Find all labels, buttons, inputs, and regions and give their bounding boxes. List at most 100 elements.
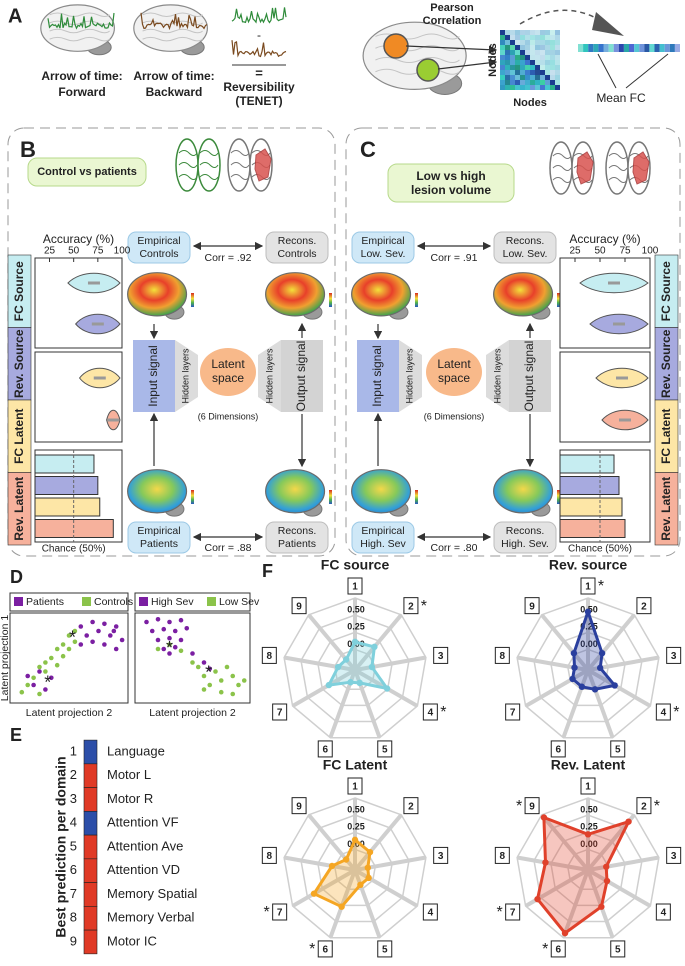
brain-outline: [40, 4, 115, 52]
title-pill: [27, 157, 147, 187]
pill-text: Recons.: [506, 235, 545, 247]
point: [90, 639, 95, 645]
axis-label: 3: [671, 851, 677, 862]
matrix-cell: [500, 65, 505, 70]
point: [37, 664, 42, 670]
matrix-cell: [505, 60, 510, 65]
layer-label: Hidden layers: [492, 348, 502, 404]
spoke: [354, 655, 427, 672]
matrix-cell: [505, 65, 510, 70]
pill-text: Empirical: [361, 525, 404, 537]
radar-area: [327, 640, 389, 690]
caption: Forward: [58, 85, 105, 99]
legend-label: Patients: [26, 596, 64, 608]
matrix-cell: [530, 30, 535, 35]
axis-box: [494, 646, 510, 664]
axis-box: [433, 846, 449, 864]
matrix-cell: [525, 75, 530, 80]
row-number: 4: [70, 815, 77, 830]
axis-box: [272, 903, 288, 921]
outer-ring: [516, 597, 660, 739]
matrix-cell: [550, 50, 555, 55]
violin-box: [619, 418, 631, 422]
link: [597, 53, 617, 89]
fc-cell: [634, 44, 640, 52]
grid-ring: [566, 848, 610, 891]
reference-label: Chance (50%): [568, 544, 632, 555]
matrix-cell: [540, 65, 545, 70]
matrix-cell: [525, 45, 530, 50]
layer-label: space: [438, 371, 470, 385]
side-label: Rev. Latent: [12, 477, 26, 541]
axis-box: [317, 740, 333, 758]
radar-point: [603, 863, 610, 870]
axis-box: [666, 646, 682, 664]
correlation: Corr = .80: [431, 542, 478, 554]
radar-point: [542, 859, 549, 866]
domain-label: Language: [107, 743, 165, 758]
axis-box: [524, 797, 540, 815]
matrix-cell: [555, 75, 560, 80]
point: [25, 673, 31, 679]
point: [31, 682, 36, 688]
radar-point: [334, 663, 342, 671]
fc-cell: [623, 44, 629, 52]
latent-space: [200, 348, 256, 396]
violin-box: [608, 281, 620, 285]
link: [625, 53, 669, 89]
brain-gyrus: [375, 56, 460, 64]
matrix-cell: [510, 80, 515, 85]
matrix-cell: [540, 75, 545, 80]
point: [113, 646, 119, 652]
matrix-cell: [500, 55, 505, 60]
row-number: 3: [70, 791, 77, 806]
grid-ring: [550, 631, 626, 707]
hidden-layer: [175, 340, 198, 412]
legend-swatch: [207, 597, 216, 606]
axis-box: [636, 597, 652, 615]
fc-cell: [629, 44, 635, 52]
legend-box: [134, 592, 251, 612]
centroid: *: [205, 662, 212, 682]
matrix-cell: [545, 85, 550, 90]
bar: [559, 476, 620, 495]
point: [167, 642, 172, 647]
x-tick-label: 100: [642, 246, 659, 257]
matrix-cell: [505, 45, 510, 50]
point: [90, 619, 95, 625]
axis-label: Nodes: [513, 97, 547, 109]
axis-box: [291, 797, 307, 815]
point: [195, 664, 201, 670]
significance-mark: *: [516, 798, 522, 815]
axis-label: Latent projection 2: [26, 707, 113, 719]
matrix-cell: [530, 40, 535, 45]
row-number: 1: [70, 743, 77, 758]
domain-label: Memory Spatial: [107, 886, 197, 901]
pill: [127, 521, 191, 554]
matrix-cell: [520, 70, 525, 75]
matrix-cell: [540, 85, 545, 90]
point: [230, 691, 236, 697]
matrix-cell: [510, 70, 515, 75]
caption: (TENET): [235, 94, 282, 108]
correlation: Corr = .92: [205, 252, 252, 264]
pill: [351, 521, 415, 554]
axis-box: [347, 577, 363, 595]
grid-ring: [300, 614, 410, 723]
violin-box: [91, 322, 104, 326]
outer-ring: [516, 797, 660, 939]
axis-box: [610, 940, 626, 958]
panel-letter: B: [20, 137, 36, 162]
matrix-cell: [530, 35, 535, 40]
matrix-cell: [500, 85, 505, 90]
domain-label: Attention VF: [107, 815, 179, 830]
point: [72, 628, 78, 634]
point: [31, 675, 36, 681]
matrix-cell: [505, 50, 510, 55]
radar-point: [310, 890, 318, 897]
panel-title: lesion volume: [411, 183, 491, 197]
radar-point: [364, 864, 372, 871]
grid-ring: [300, 814, 410, 923]
brain-gyrus: [552, 177, 572, 183]
radar-point: [366, 848, 374, 856]
